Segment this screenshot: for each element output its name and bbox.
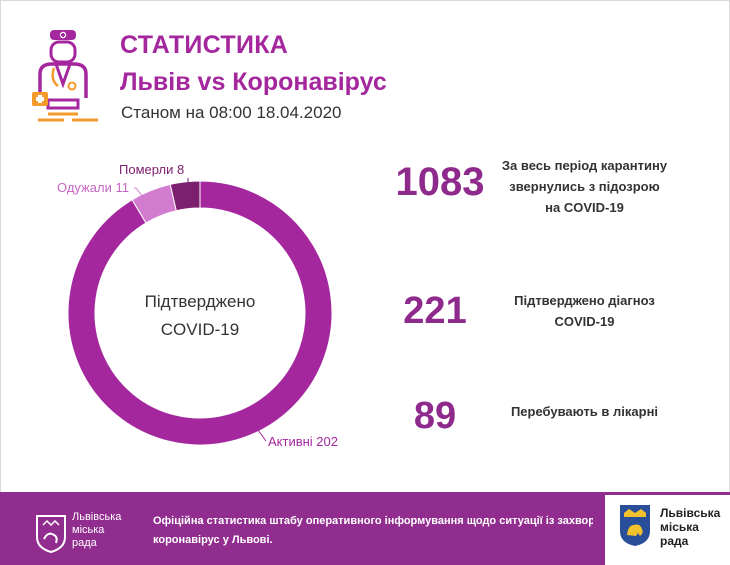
brand-line: Львівська [72, 511, 122, 523]
donut-center-label: Підтверджено COVID-19 [100, 288, 300, 344]
footer-text-line: Офіційна статистика штабу оперативного і… [153, 515, 593, 527]
page-subtitle: Львів vs Коронавірус [120, 68, 387, 96]
footer-brand-left: Львівська міська рада [72, 511, 132, 550]
lviv-coat-of-arms-icon [620, 505, 650, 546]
stat-desc-suspected: За весь період карантину звернулись з пі… [492, 155, 677, 218]
slice-active [67, 180, 333, 446]
stat-value-suspected: 1083 [395, 160, 485, 204]
stat-desc-line: на COVID-19 [545, 200, 624, 215]
stat-desc-line: Підтверджено діагноз [514, 293, 655, 308]
stat-desc-hospitalized: Перебувають в лікарні [492, 401, 677, 422]
brand-line: рада [72, 537, 97, 549]
stat-desc-line: звернулись з підозрою [509, 179, 660, 194]
card-brand-line: міська [660, 520, 699, 534]
center-label-line-2: COVID-19 [160, 320, 240, 339]
doctor-icon [32, 30, 98, 122]
stat-desc-confirmed: Підтверджено діагноз COVID-19 [492, 290, 677, 332]
stat-value-hospitalized: 89 [413, 395, 457, 437]
slice-label-active: Активні 202 [268, 434, 338, 449]
page-title: СТАТИСТИКА [120, 31, 289, 59]
card-brand-line: Львівська [660, 506, 721, 520]
leader-line-active [237, 429, 267, 442]
city-council-crest-icon [36, 515, 66, 553]
center-label-line-1: Підтверджено [144, 292, 256, 311]
slice-label-recovered: Одужали 11 [57, 180, 129, 195]
slice-label-deaths: Померли 8 [119, 162, 185, 177]
footer-description: Офіційна статистика штабу оперативного і… [153, 512, 593, 550]
footer-card-brand: Львівська міська рада [660, 506, 720, 548]
stat-desc-line: Перебувають в лікарні [510, 404, 659, 419]
slice-deaths [169, 180, 201, 212]
card-brand-line: рада [660, 534, 689, 548]
stat-value-confirmed: 221 [403, 290, 467, 332]
stat-desc-line: COVID-19 [554, 314, 615, 329]
stat-desc-line: За весь період карантину [501, 158, 668, 173]
footer-text-line: коронавірус у Львові. [153, 534, 273, 546]
as-of-date: Станом на 08:00 18.04.2020 [121, 103, 342, 122]
brand-line: міська [72, 524, 105, 536]
leader-line-recovered [134, 187, 148, 203]
